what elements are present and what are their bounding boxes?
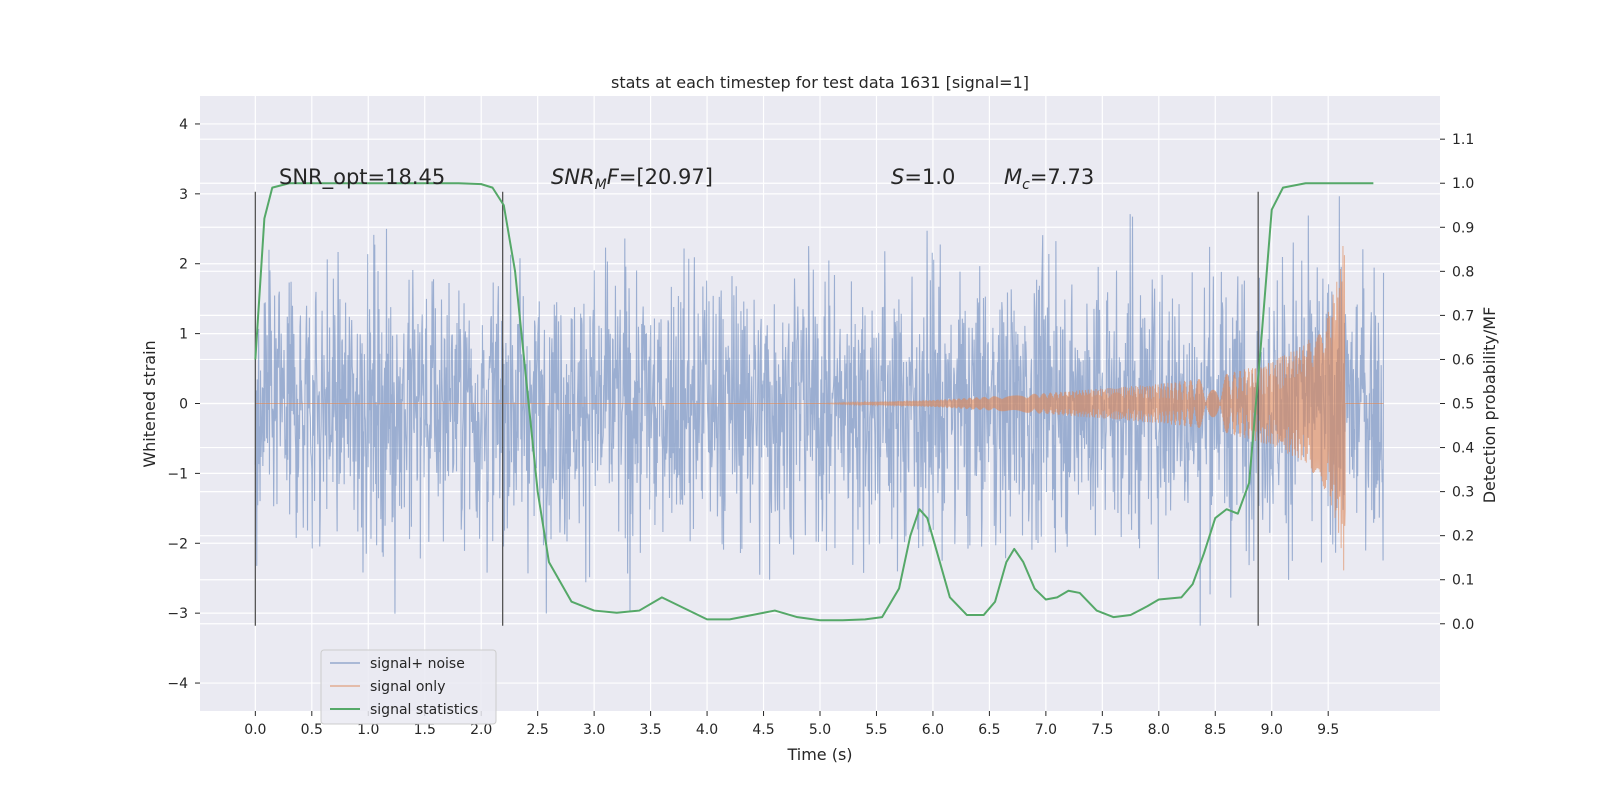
- x-tick-label: 4.0: [696, 722, 718, 738]
- x-tick-label: 9.0: [1261, 722, 1283, 738]
- annotation-mc-value: =7.73: [1030, 165, 1094, 189]
- x-tick-label: 7.5: [1091, 722, 1113, 738]
- x-tick-label: 5.0: [809, 722, 831, 738]
- left-y-tick-label: 0: [179, 397, 188, 413]
- right-y-axis-label: Detection probability/MF: [1480, 307, 1499, 504]
- signal-statistics-series: [254, 182, 1374, 622]
- annotation-mc: Mc=7.73: [1004, 165, 1094, 193]
- signal-only-line: [255, 245, 1384, 571]
- legend-label-stats: signal statistics: [370, 702, 478, 718]
- right-y-tick-label: 0.0: [1452, 617, 1474, 633]
- x-tick-label: 5.5: [865, 722, 887, 738]
- right-y-tick-label: 0.2: [1452, 529, 1474, 545]
- right-y-tick-label: 0.4: [1452, 441, 1474, 457]
- annotation-s-value: =1.0: [904, 165, 955, 189]
- right-y-tick-label: 0.6: [1452, 352, 1474, 368]
- right-y-tick-label: 0.8: [1452, 264, 1474, 280]
- signal-only-series: [255, 245, 1384, 571]
- right-y-tick-label: 0.3: [1452, 485, 1474, 501]
- left-y-tick-label: 2: [179, 257, 188, 273]
- x-tick-label: 4.5: [752, 722, 774, 738]
- annotation-mc-sub: c: [1022, 177, 1030, 193]
- left-y-tick-label: 4: [179, 117, 188, 133]
- signal-statistics-line: [254, 182, 1374, 622]
- x-axis-ticks: 0.0 0.5 1.0 1.5 2.0 2.5 3.0 3.5 4.0 4.5 5.0 5.5 6.0 6…: [244, 711, 1339, 738]
- annotation-snr-mf-suffix-italic: F: [607, 165, 620, 189]
- annotation-mc-symbol: M: [1004, 165, 1022, 189]
- x-axis-label: Time (s): [786, 745, 852, 764]
- x-tick-label: 1.0: [357, 722, 379, 738]
- legend-label-noise: signal+ noise: [370, 656, 465, 672]
- right-y-axis-ticks: 1.1 1.0 0.9 0.8 0.7 0.6 0.5 0.4 0.3 0.2 0.1 0.0: [1440, 132, 1474, 633]
- right-y-tick-label: 0.9: [1452, 220, 1474, 236]
- annotation-snr-mf-value: =[20.97]: [619, 165, 713, 189]
- right-y-tick-label: 0.1: [1452, 573, 1474, 589]
- x-tick-label: 9.5: [1317, 722, 1339, 738]
- x-tick-label: 2.0: [470, 722, 492, 738]
- annotation-s: S=1.0: [891, 165, 955, 189]
- legend: signal+ noise signal only signal statist…: [320, 649, 497, 725]
- left-y-axis-label: Whitened strain: [140, 340, 159, 467]
- annotation-snr-mf-prefix: SNR: [551, 165, 595, 189]
- left-y-tick-label: −1: [167, 466, 188, 482]
- x-tick-label: 8.5: [1204, 722, 1226, 738]
- x-tick-label: 6.0: [922, 722, 944, 738]
- vertical-markers: [254, 191, 1259, 626]
- legend-box: [320, 649, 497, 725]
- x-tick-label: 1.5: [414, 722, 436, 738]
- x-tick-label: 6.5: [978, 722, 1000, 738]
- right-y-tick-label: 1.1: [1452, 132, 1474, 148]
- annotation-snr-opt: SNR_opt=18.45: [279, 165, 445, 190]
- left-y-tick-label: 1: [179, 327, 188, 343]
- left-y-axis-ticks: 4 3 2 1 0 −1 −2 −3 −4: [167, 117, 200, 692]
- right-y-tick-label: 0.7: [1452, 308, 1474, 324]
- right-y-tick-label: 1.0: [1452, 176, 1474, 192]
- x-tick-label: 0.0: [244, 722, 266, 738]
- left-y-tick-label: −4: [167, 676, 188, 692]
- annotation-snr-mf: SNRMF=[20.97]: [551, 165, 713, 193]
- x-tick-label: 2.5: [527, 722, 549, 738]
- x-tick-label: 3.5: [639, 722, 661, 738]
- legend-label-signal: signal only: [370, 679, 445, 695]
- left-y-tick-label: −2: [167, 536, 188, 552]
- x-tick-label: 0.5: [301, 722, 323, 738]
- left-y-tick-label: 3: [179, 187, 188, 203]
- chart-title: stats at each timestep for test data 163…: [611, 73, 1029, 92]
- annotation-snr-mf-sub: M: [595, 177, 607, 193]
- annotation-s-symbol: S: [891, 165, 904, 189]
- x-tick-label: 7.0: [1035, 722, 1057, 738]
- x-tick-label: 8.0: [1148, 722, 1170, 738]
- x-tick-label: 3.0: [583, 722, 605, 738]
- left-y-tick-label: −3: [167, 606, 188, 622]
- right-y-tick-label: 0.5: [1452, 397, 1474, 413]
